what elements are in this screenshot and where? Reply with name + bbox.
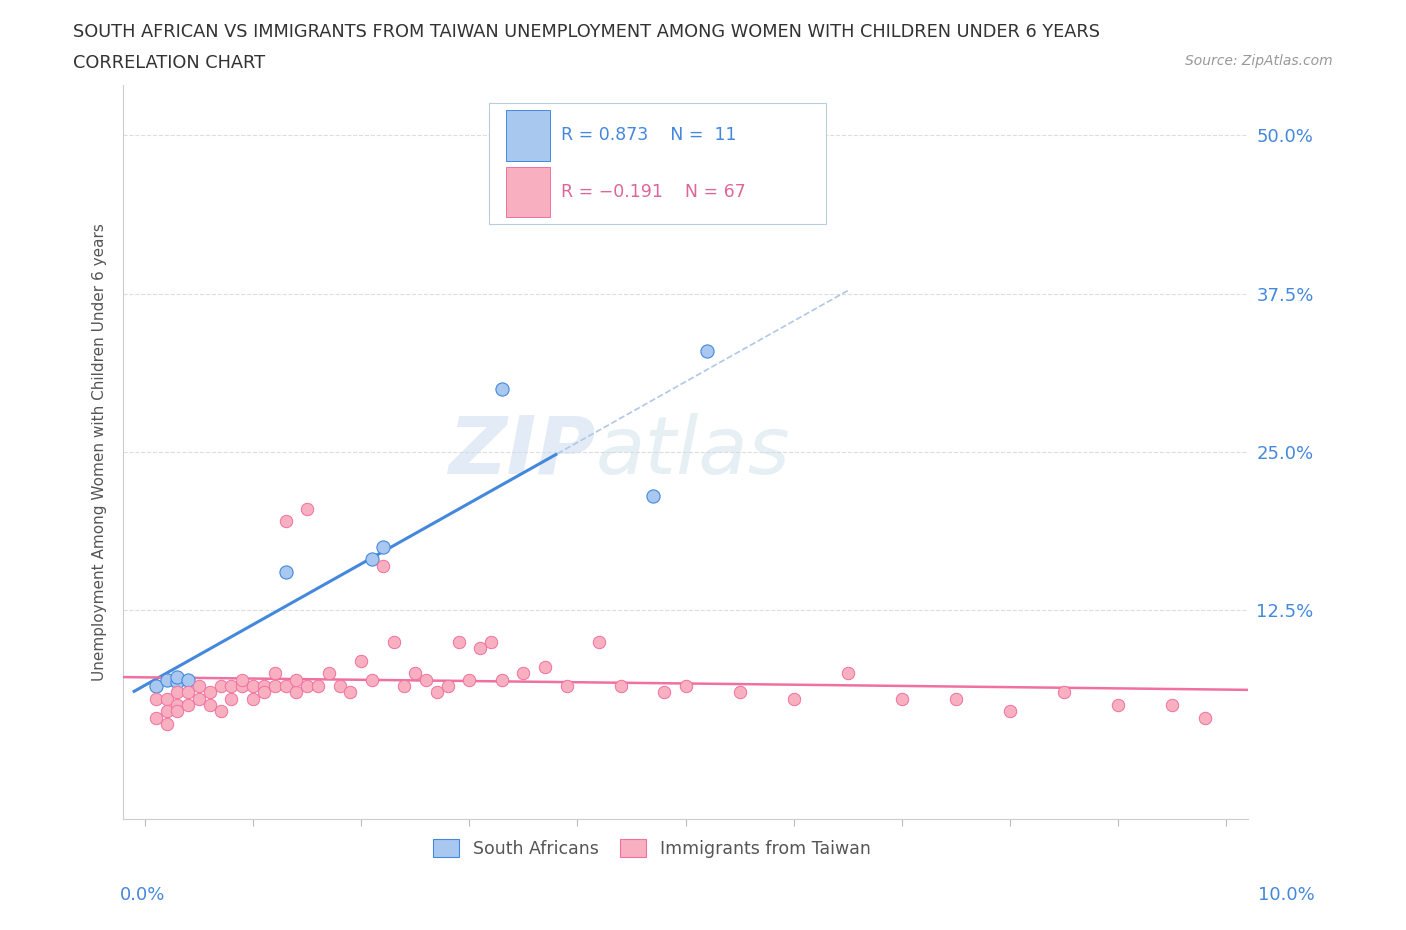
Point — [242, 691, 264, 706]
Point — [285, 684, 308, 699]
Point — [274, 565, 297, 579]
FancyBboxPatch shape — [506, 110, 550, 161]
Point — [166, 698, 188, 712]
Point — [447, 634, 470, 649]
Point — [263, 679, 285, 694]
Point — [177, 698, 200, 712]
Point — [675, 679, 697, 694]
Point — [609, 679, 631, 694]
Point — [318, 666, 340, 681]
Y-axis label: Unemployment Among Women with Children Under 6 years: Unemployment Among Women with Children U… — [93, 223, 107, 681]
Point — [242, 679, 264, 694]
Point — [155, 672, 177, 687]
Point — [145, 711, 167, 725]
Text: atlas: atlas — [596, 413, 790, 491]
Text: R = −0.191    N = 67: R = −0.191 N = 67 — [561, 183, 745, 201]
Point — [458, 672, 481, 687]
Text: 10.0%: 10.0% — [1258, 885, 1315, 904]
Point — [1161, 698, 1184, 712]
Point — [221, 679, 243, 694]
Point — [394, 679, 416, 694]
Point — [1107, 698, 1129, 712]
Point — [382, 634, 405, 649]
Point — [371, 558, 394, 573]
Point — [198, 698, 221, 712]
Point — [998, 704, 1021, 719]
Point — [145, 691, 167, 706]
Point — [783, 691, 806, 706]
Point — [652, 684, 675, 699]
Point — [1053, 684, 1076, 699]
Point — [728, 684, 751, 699]
Point — [188, 691, 211, 706]
Point — [155, 704, 177, 719]
Point — [166, 670, 188, 684]
Point — [1194, 711, 1216, 725]
Point — [177, 672, 200, 687]
Point — [263, 666, 285, 681]
FancyBboxPatch shape — [506, 166, 550, 218]
Point — [479, 634, 502, 649]
Point — [404, 666, 426, 681]
Text: ZIP: ZIP — [449, 413, 596, 491]
Point — [188, 679, 211, 694]
Point — [470, 641, 492, 656]
Point — [329, 679, 352, 694]
Point — [696, 343, 718, 358]
Point — [361, 551, 384, 566]
Point — [295, 679, 318, 694]
Text: CORRELATION CHART: CORRELATION CHART — [73, 54, 266, 72]
Point — [350, 653, 373, 668]
Point — [221, 691, 243, 706]
Point — [945, 691, 967, 706]
Point — [588, 634, 610, 649]
Point — [643, 488, 665, 503]
Point — [837, 666, 859, 681]
Point — [253, 684, 276, 699]
Point — [555, 679, 578, 694]
Point — [209, 679, 232, 694]
Point — [177, 684, 200, 699]
Point — [371, 539, 394, 554]
Text: SOUTH AFRICAN VS IMMIGRANTS FROM TAIWAN UNEMPLOYMENT AMONG WOMEN WITH CHILDREN U: SOUTH AFRICAN VS IMMIGRANTS FROM TAIWAN … — [73, 23, 1099, 41]
Text: 0.0%: 0.0% — [120, 885, 165, 904]
Point — [534, 659, 557, 674]
Point — [274, 679, 297, 694]
Point — [209, 704, 232, 719]
Point — [436, 679, 458, 694]
FancyBboxPatch shape — [489, 103, 827, 224]
Point — [491, 672, 513, 687]
Point — [145, 679, 167, 694]
Point — [231, 672, 253, 687]
Point — [285, 672, 308, 687]
Point — [198, 684, 221, 699]
Point — [274, 514, 297, 529]
Point — [231, 679, 253, 694]
Point — [155, 691, 177, 706]
Point — [295, 501, 318, 516]
Text: Source: ZipAtlas.com: Source: ZipAtlas.com — [1185, 54, 1333, 68]
Point — [253, 679, 276, 694]
Text: R = 0.873    N =  11: R = 0.873 N = 11 — [561, 126, 737, 144]
Point — [166, 704, 188, 719]
Point — [155, 716, 177, 731]
Point — [166, 684, 188, 699]
Legend: South Africans, Immigrants from Taiwan: South Africans, Immigrants from Taiwan — [426, 832, 877, 865]
Point — [491, 381, 513, 396]
Point — [166, 674, 188, 689]
Point — [512, 666, 534, 681]
Point — [426, 684, 449, 699]
Point — [415, 672, 437, 687]
Point — [339, 684, 361, 699]
Point — [890, 691, 912, 706]
Point — [307, 679, 329, 694]
Point — [361, 672, 384, 687]
